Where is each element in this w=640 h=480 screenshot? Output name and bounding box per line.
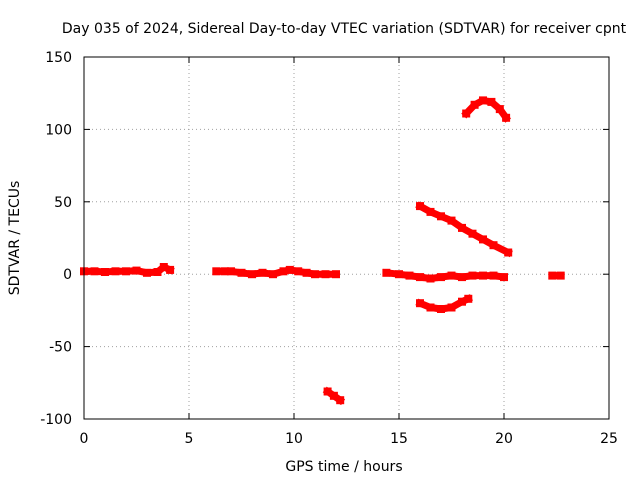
data-point bbox=[395, 270, 403, 279]
data-point bbox=[132, 266, 141, 275]
y-tick-label: 50 bbox=[54, 195, 72, 211]
data-point bbox=[285, 265, 294, 274]
data-point bbox=[153, 268, 162, 276]
data-point bbox=[426, 207, 435, 216]
data-point bbox=[294, 267, 303, 276]
data-point bbox=[437, 273, 445, 282]
data-point bbox=[279, 267, 288, 276]
data-point bbox=[416, 202, 424, 211]
data-point bbox=[220, 267, 229, 276]
x-axis-label: GPS time / hours bbox=[285, 459, 402, 475]
data-point bbox=[311, 270, 319, 279]
data-point bbox=[437, 305, 445, 313]
data-point bbox=[479, 235, 487, 244]
y-tick-label: 0 bbox=[63, 267, 72, 283]
data-point bbox=[458, 297, 466, 306]
data-point bbox=[101, 268, 109, 276]
data-point bbox=[212, 267, 221, 276]
x-tick-label: 5 bbox=[185, 431, 194, 447]
axis-ticks: 0 5 10 15 20 25 -100 -50 0 50 100 150 bbox=[40, 50, 618, 447]
data-point bbox=[416, 299, 424, 308]
data-point bbox=[447, 271, 456, 280]
x-tick-label: 20 bbox=[495, 431, 513, 447]
data-point bbox=[248, 270, 256, 279]
data-point bbox=[458, 273, 466, 282]
data-point bbox=[468, 271, 477, 280]
chart-title: Day 035 of 2024, Sidereal Day-to-day VTE… bbox=[62, 21, 627, 37]
data-point bbox=[500, 273, 508, 282]
x-tick-label: 15 bbox=[390, 431, 408, 447]
data-point bbox=[302, 268, 311, 277]
data-point bbox=[90, 267, 99, 276]
grid bbox=[84, 57, 609, 419]
y-axis-label: SDTVAR / TECUs bbox=[7, 181, 23, 296]
data-point bbox=[548, 271, 557, 280]
data-point bbox=[502, 113, 511, 122]
data-point bbox=[437, 212, 445, 221]
data-point bbox=[487, 97, 496, 106]
y-tick-label: -100 bbox=[40, 412, 72, 428]
data-point bbox=[323, 387, 332, 396]
data-point bbox=[458, 223, 466, 232]
data-point bbox=[468, 229, 477, 238]
data-point bbox=[269, 270, 277, 279]
data-point bbox=[464, 294, 473, 303]
data-point bbox=[489, 271, 498, 280]
data-point bbox=[227, 267, 235, 276]
data-point bbox=[336, 396, 345, 405]
data-point bbox=[462, 109, 471, 118]
data-point bbox=[416, 273, 424, 282]
data-point bbox=[489, 241, 498, 250]
data-point bbox=[405, 271, 414, 280]
x-tick-label: 10 bbox=[285, 431, 303, 447]
data-point bbox=[470, 100, 479, 109]
data-points bbox=[80, 96, 565, 406]
data-point bbox=[426, 274, 435, 283]
data-point bbox=[143, 268, 151, 277]
data-point bbox=[122, 267, 130, 276]
data-point bbox=[159, 263, 168, 271]
y-tick-label: -50 bbox=[49, 340, 72, 356]
data-point bbox=[258, 268, 267, 277]
plot-frame bbox=[83, 56, 610, 420]
data-point bbox=[479, 96, 487, 105]
data-point bbox=[556, 271, 565, 280]
data-point bbox=[426, 303, 435, 312]
y-tick-label: 100 bbox=[45, 122, 72, 138]
data-point bbox=[111, 267, 120, 276]
y-tick-label: 150 bbox=[45, 50, 72, 66]
data-point bbox=[332, 270, 340, 279]
data-point bbox=[479, 271, 487, 280]
data-point bbox=[166, 265, 175, 274]
data-point bbox=[447, 303, 456, 312]
x-tick-label: 0 bbox=[80, 431, 89, 447]
data-point bbox=[237, 268, 246, 277]
data-point bbox=[447, 216, 456, 225]
data-point bbox=[495, 105, 504, 114]
data-point bbox=[329, 391, 338, 400]
data-point bbox=[504, 248, 513, 257]
data-point bbox=[321, 270, 330, 279]
data-point bbox=[382, 268, 391, 277]
x-tick-label: 25 bbox=[600, 431, 618, 447]
